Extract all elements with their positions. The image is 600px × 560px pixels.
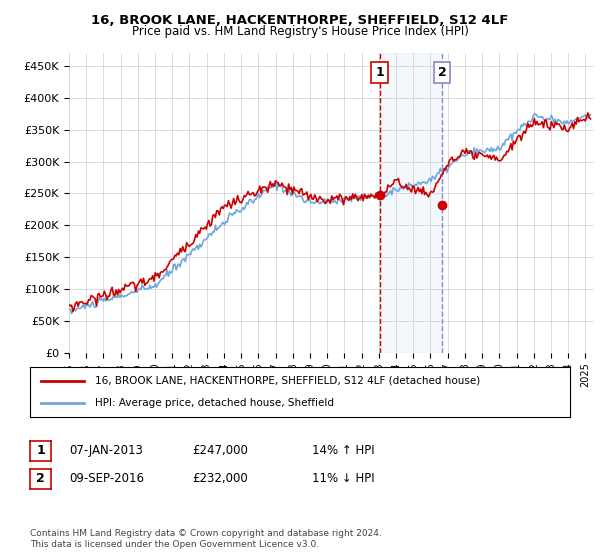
- Text: Contains HM Land Registry data © Crown copyright and database right 2024.
This d: Contains HM Land Registry data © Crown c…: [30, 529, 382, 549]
- Text: 16, BROOK LANE, HACKENTHORPE, SHEFFIELD, S12 4LF (detached house): 16, BROOK LANE, HACKENTHORPE, SHEFFIELD,…: [95, 376, 480, 386]
- Text: HPI: Average price, detached house, Sheffield: HPI: Average price, detached house, Shef…: [95, 398, 334, 408]
- Text: £247,000: £247,000: [192, 444, 248, 458]
- Text: Price paid vs. HM Land Registry's House Price Index (HPI): Price paid vs. HM Land Registry's House …: [131, 25, 469, 38]
- Text: £232,000: £232,000: [192, 472, 248, 486]
- Text: 11% ↓ HPI: 11% ↓ HPI: [312, 472, 374, 486]
- Bar: [380, 53, 442, 353]
- Text: 14% ↑ HPI: 14% ↑ HPI: [312, 444, 374, 458]
- Text: 2: 2: [36, 472, 45, 486]
- Text: 09-SEP-2016: 09-SEP-2016: [69, 472, 144, 486]
- Text: 16, BROOK LANE, HACKENTHORPE, SHEFFIELD, S12 4LF: 16, BROOK LANE, HACKENTHORPE, SHEFFIELD,…: [91, 14, 509, 27]
- Text: 07-JAN-2013: 07-JAN-2013: [69, 444, 143, 458]
- Text: 2: 2: [438, 66, 447, 79]
- Text: 1: 1: [375, 66, 384, 79]
- Text: 1: 1: [36, 444, 45, 458]
